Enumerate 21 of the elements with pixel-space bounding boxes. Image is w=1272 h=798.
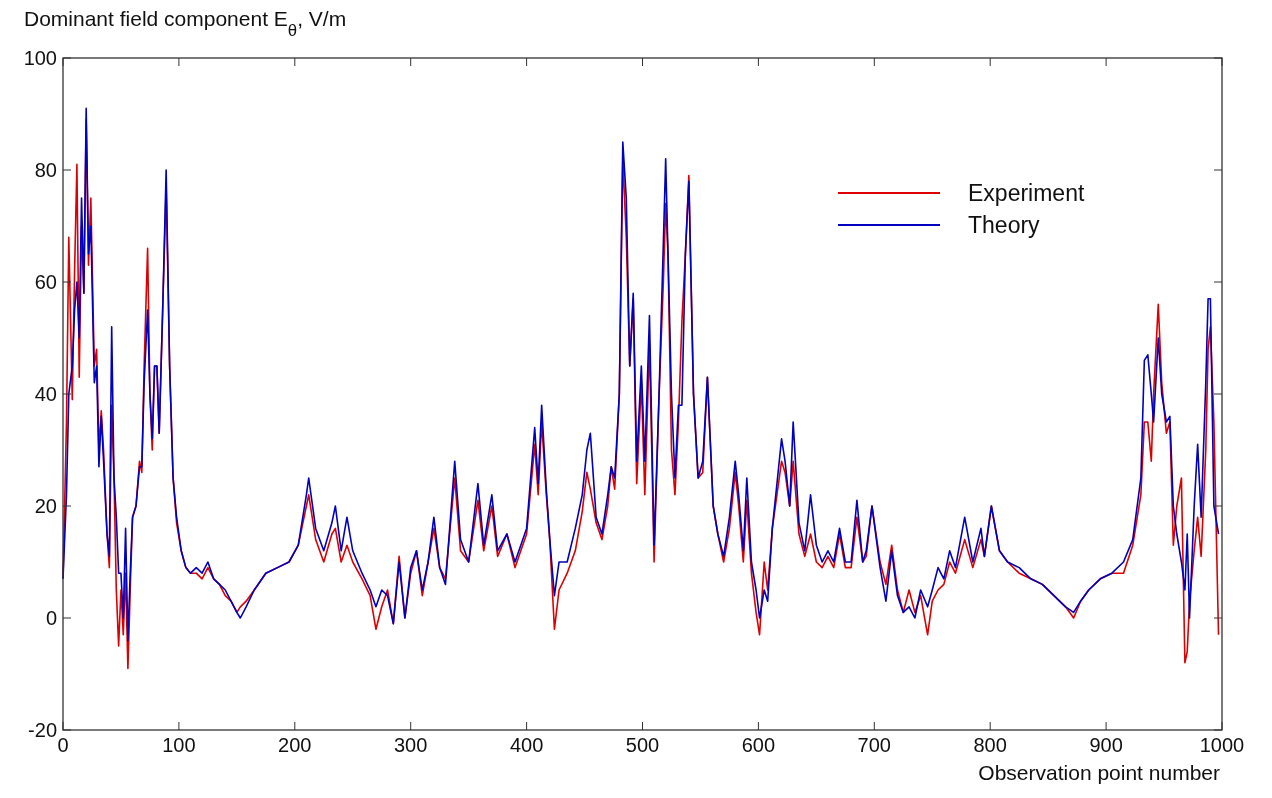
x-tick-label: 900 (1089, 734, 1123, 756)
x-tick-label: 400 (509, 734, 544, 756)
y-tick-label: 60 (34, 271, 57, 293)
x-tick-label: 200 (278, 734, 312, 756)
legend-label: Experiment (968, 180, 1085, 206)
x-tick-label: 1000 (1199, 734, 1245, 756)
y-tick-label: 40 (34, 383, 57, 405)
x-tick-label: 300 (394, 734, 428, 756)
x-tick-label: 500 (625, 734, 660, 756)
x-tick-label: 700 (857, 734, 891, 756)
y-tick-label: 100 (23, 47, 57, 69)
y-tick-label: 0 (45, 607, 57, 629)
x-axis-title: Observation point number (978, 761, 1220, 784)
y-tick-label: 80 (34, 159, 57, 181)
x-tick-label: 800 (973, 734, 1007, 756)
x-tick-label: 100 (162, 734, 196, 756)
y-tick-label: -20 (28, 719, 57, 741)
x-tick-label: 600 (741, 734, 776, 756)
y-axis-title: Dominant field component E$_{θ}$, V/m (24, 7, 347, 40)
legend-label: Theory (968, 212, 1041, 238)
y-tick-label: 20 (34, 495, 57, 517)
